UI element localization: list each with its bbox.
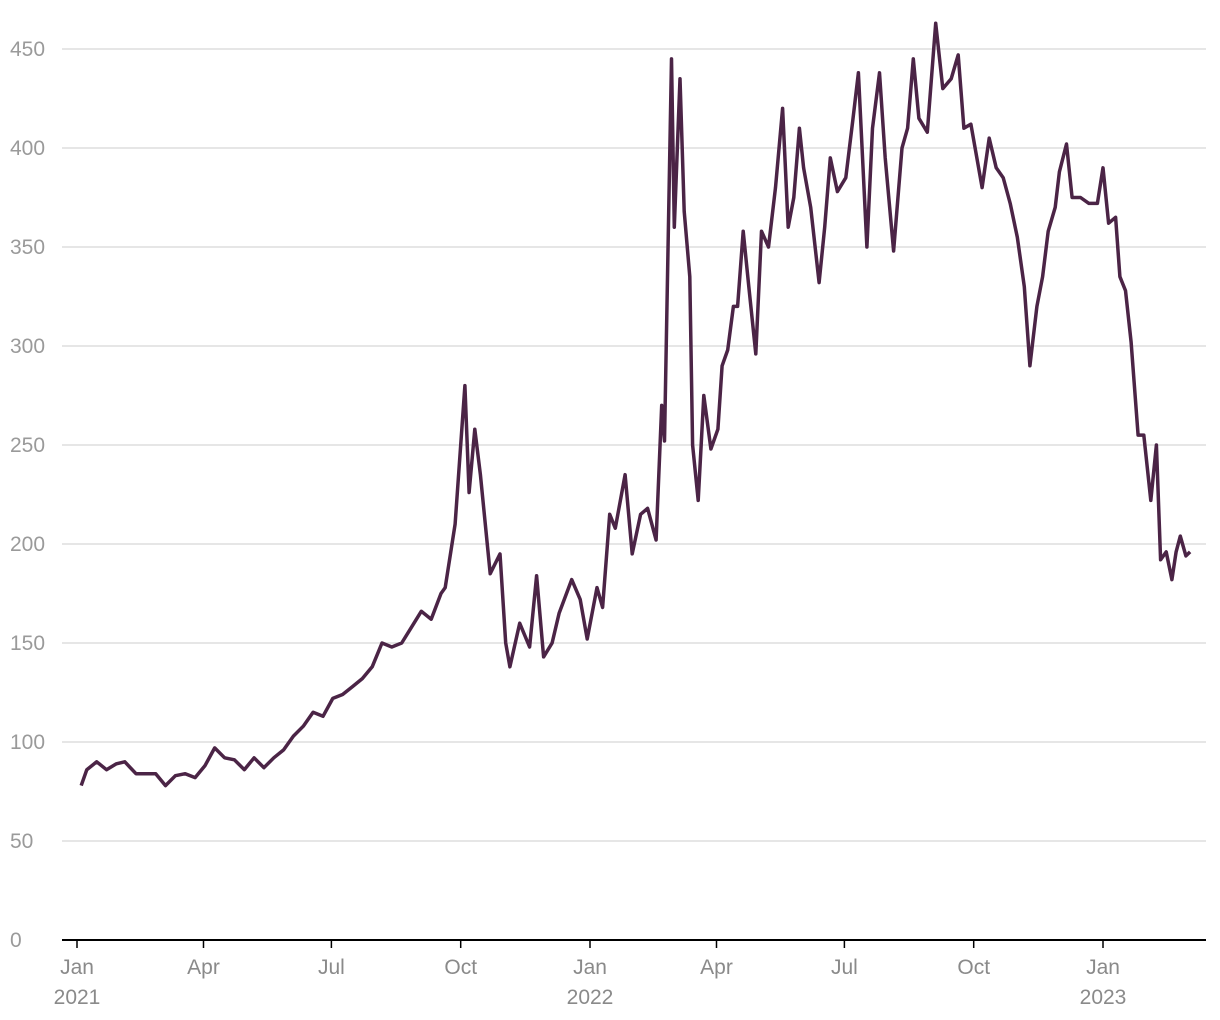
data-line bbox=[79, 21, 1192, 788]
x-tick-label: Jan 2023 bbox=[1080, 956, 1127, 1009]
x-tick-label: Jul bbox=[318, 956, 345, 979]
y-tick-label: 0 bbox=[10, 929, 22, 952]
y-tick-label: 300 bbox=[10, 335, 45, 358]
y-tick-label: 100 bbox=[10, 731, 45, 754]
y-tick-label: 50 bbox=[10, 830, 33, 853]
x-tick-label: Apr bbox=[187, 956, 220, 979]
y-tick-label: 400 bbox=[10, 137, 45, 160]
x-tick-label: Oct bbox=[444, 956, 477, 979]
x-tick-label: Jan 2022 bbox=[567, 956, 614, 1009]
y-tick-label: 350 bbox=[10, 236, 45, 259]
x-tick-label: Jul bbox=[831, 956, 858, 979]
y-tick-label: 250 bbox=[10, 434, 45, 457]
x-tick-label: Oct bbox=[957, 956, 990, 979]
x-tick-label: Apr bbox=[700, 956, 733, 979]
x-tick-label: Jan 2021 bbox=[54, 956, 101, 1009]
y-tick-label: 200 bbox=[10, 533, 45, 556]
y-tick-label: 450 bbox=[10, 38, 45, 61]
y-tick-label: 150 bbox=[10, 632, 45, 655]
